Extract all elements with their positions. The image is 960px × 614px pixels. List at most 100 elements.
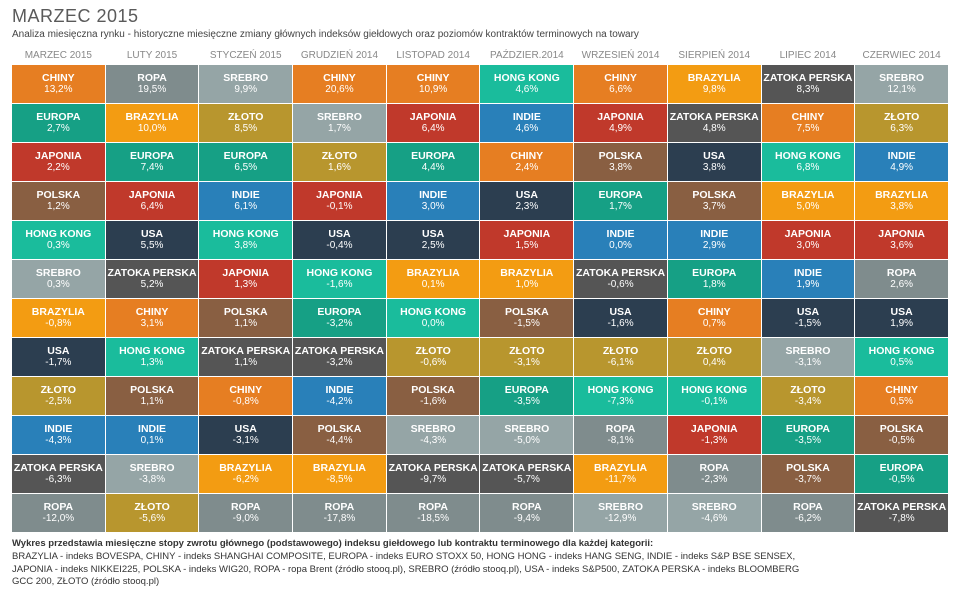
heatmap-cell: BRAZYLIA3,8%	[855, 182, 948, 220]
cell-label: POLSKA	[318, 423, 362, 435]
cell-label: ZATOKA PERSKA	[389, 462, 478, 474]
cell-value: -0,6%	[607, 279, 633, 291]
heatmap-cell: USA-1,5%	[762, 299, 855, 337]
cell-value: 0,3%	[47, 240, 70, 252]
cell-value: -0,8%	[233, 396, 259, 408]
chart-footer: Wykres przedstawia miesięczne stopy zwro…	[12, 538, 948, 589]
heatmap-cell: POLSKA1,2%	[12, 182, 105, 220]
heatmap-cell: HONG KONG6,8%	[762, 143, 855, 181]
heatmap-cell: EUROPA1,8%	[668, 260, 761, 298]
cell-label: JAPONIA	[129, 189, 176, 201]
cell-label: SREBRO	[598, 501, 643, 513]
heatmap-cell: JAPONIA-0,1%	[293, 182, 386, 220]
cell-value: 3,0%	[797, 240, 820, 252]
heatmap-cell: POLSKA3,8%	[574, 143, 667, 181]
cell-label: HONG KONG	[869, 345, 935, 357]
cell-value: -3,2%	[326, 318, 352, 330]
cell-label: USA	[609, 306, 631, 318]
heatmap-cell: INDIE-4,3%	[12, 416, 105, 454]
cell-label: ROPA	[699, 462, 729, 474]
heatmap-cell: BRAZYLIA-6,2%	[199, 455, 292, 493]
cell-value: -2,3%	[701, 474, 727, 486]
cell-value: -12,0%	[43, 513, 75, 525]
heatmap-cell: EUROPA-3,2%	[293, 299, 386, 337]
heatmap-cell: EUROPA4,4%	[387, 143, 480, 181]
cell-value: 6,1%	[234, 201, 257, 213]
cell-label: HONG KONG	[213, 228, 279, 240]
cell-value: -3,1%	[795, 357, 821, 369]
cell-value: -7,8%	[889, 513, 915, 525]
heatmap-cell: USA-1,6%	[574, 299, 667, 337]
heatmap-cell: SREBRO-3,8%	[106, 455, 199, 493]
heatmap-cell: JAPONIA1,5%	[480, 221, 573, 259]
heatmap-cell: ZŁOTO-5,6%	[106, 494, 199, 532]
cell-value: 7,4%	[141, 162, 164, 174]
heatmap-cell: ZŁOTO1,6%	[293, 143, 386, 181]
cell-label: JAPONIA	[878, 228, 925, 240]
cell-value: 3,7%	[703, 201, 726, 213]
cell-value: 0,0%	[609, 240, 632, 252]
cell-label: ZATOKA PERSKA	[576, 267, 665, 279]
column-header: STYCZEŃ 2015	[199, 48, 292, 63]
cell-label: SREBRO	[36, 267, 81, 279]
cell-value: -0,1%	[326, 201, 352, 213]
heatmap-cell: CHINY3,1%	[106, 299, 199, 337]
cell-value: -3,4%	[795, 396, 821, 408]
cell-value: -6,1%	[607, 357, 633, 369]
heatmap-cell: HONG KONG-1,6%	[293, 260, 386, 298]
cell-value: 1,7%	[328, 123, 351, 135]
cell-value: 0,5%	[890, 357, 913, 369]
heatmap-cell: EUROPA-3,5%	[480, 377, 573, 415]
cell-label: ZATOKA PERSKA	[295, 345, 384, 357]
heatmap-cell: SREBRO1,7%	[293, 104, 386, 142]
cell-label: HONG KONG	[25, 228, 91, 240]
cell-value: 1,0%	[515, 279, 538, 291]
cell-value: 13,2%	[44, 84, 72, 96]
heatmap-cell: INDIE2,9%	[668, 221, 761, 259]
heatmap-cell: JAPONIA6,4%	[106, 182, 199, 220]
heatmap-cell: USA-1,7%	[12, 338, 105, 376]
cell-label: INDIE	[607, 228, 635, 240]
heatmap-cell: ZŁOTO-3,1%	[480, 338, 573, 376]
cell-value: 5,5%	[141, 240, 164, 252]
cell-value: -8,1%	[607, 435, 633, 447]
heatmap-cell: ROPA-6,2%	[762, 494, 855, 532]
cell-value: 2,4%	[515, 162, 538, 174]
heatmap-cell: SREBRO9,9%	[199, 65, 292, 103]
cell-value: 2,6%	[890, 279, 913, 291]
cell-label: BRAZYLIA	[781, 189, 834, 201]
cell-label: BRAZYLIA	[125, 111, 178, 123]
heatmap-cell: CHINY6,6%	[574, 65, 667, 103]
footer-line: BRAZYLIA - indeks BOVESPA, CHINY - indek…	[12, 551, 948, 564]
heatmap-cell: INDIE0,0%	[574, 221, 667, 259]
heatmap-cell: ZATOKA PERSKA-0,6%	[574, 260, 667, 298]
heatmap-cell: ZATOKA PERSKA-5,7%	[480, 455, 573, 493]
heatmap-cell: JAPONIA3,0%	[762, 221, 855, 259]
cell-value: 0,1%	[141, 435, 164, 447]
cell-value: -1,5%	[795, 318, 821, 330]
cell-value: 0,7%	[703, 318, 726, 330]
heatmap-cell: POLSKA-0,5%	[855, 416, 948, 454]
cell-label: BRAZYLIA	[875, 189, 928, 201]
cell-value: 8,3%	[797, 84, 820, 96]
cell-value: -0,8%	[45, 318, 71, 330]
cell-label: ZŁOTO	[697, 345, 732, 357]
column-header: LIPIEC 2014	[762, 48, 855, 63]
cell-label: USA	[141, 228, 163, 240]
cell-label: SREBRO	[223, 72, 268, 84]
cell-value: 1,3%	[141, 357, 164, 369]
column-header: LUTY 2015	[106, 48, 199, 63]
cell-value: -3,5%	[514, 396, 540, 408]
heatmap-cell: EUROPA1,7%	[574, 182, 667, 220]
cell-label: EUROPA	[786, 423, 830, 435]
heatmap-cell: POLSKA1,1%	[106, 377, 199, 415]
cell-value: 2,9%	[703, 240, 726, 252]
cell-value: -1,3%	[701, 435, 727, 447]
heatmap-cell: USA3,8%	[668, 143, 761, 181]
heatmap-grid: CHINY13,2%ROPA19,5%SREBRO9,9%CHINY20,6%C…	[12, 65, 948, 532]
cell-label: HONG KONG	[400, 306, 466, 318]
heatmap-cell: ZŁOTO-0,6%	[387, 338, 480, 376]
cell-value: -9,7%	[420, 474, 446, 486]
cell-label: EUROPA	[36, 111, 80, 123]
cell-value: -0,5%	[889, 474, 915, 486]
